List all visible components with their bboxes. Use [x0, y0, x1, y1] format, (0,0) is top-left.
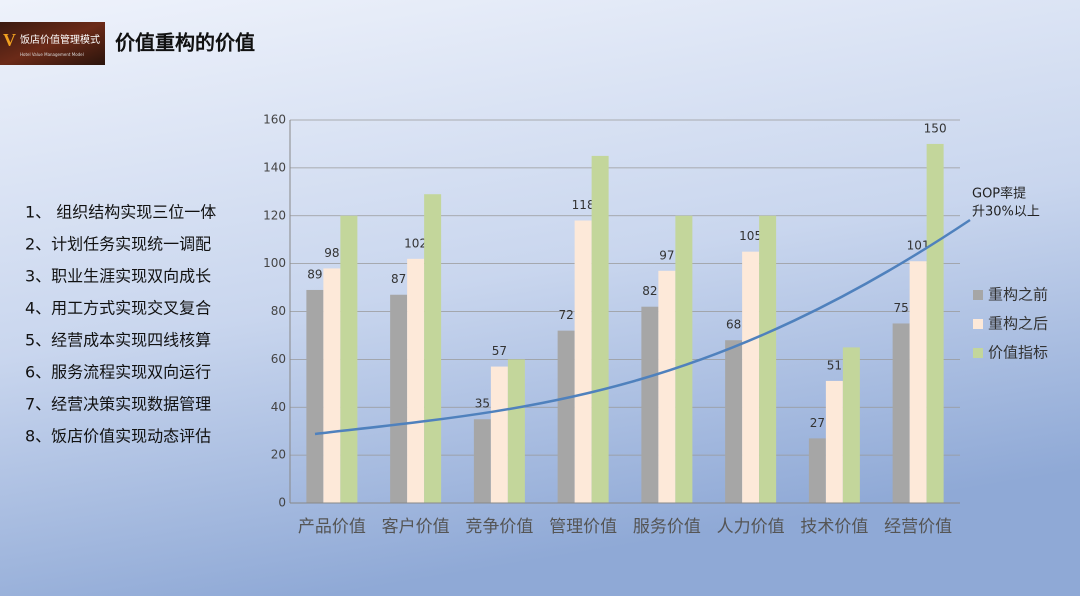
- value-label: 98: [324, 246, 339, 260]
- bar: [825, 380, 843, 503]
- value-label: 51: [827, 358, 842, 372]
- y-tick-label: 120: [263, 208, 286, 222]
- bar: [507, 359, 525, 503]
- bar: [842, 347, 860, 503]
- list-item: 1、 组织结构实现三位一体: [25, 203, 216, 222]
- list-item: 7、经营决策实现数据管理: [25, 395, 211, 414]
- value-label: 35: [475, 397, 490, 411]
- list: 1、 组织结构实现三位一体 2、计划任务实现统一调配 3、职业生涯实现双向成长 4、用…: [25, 203, 216, 446]
- bar: [340, 215, 358, 503]
- y-tick-label: 100: [263, 256, 286, 270]
- list-item: 8、饭店价值实现动态评估: [25, 427, 211, 446]
- x-tick-label: 技术价值: [800, 517, 868, 537]
- bar: [742, 251, 760, 503]
- value-label: 105: [739, 229, 762, 243]
- y-tick-label: 80: [271, 304, 286, 318]
- logo: [0, 22, 105, 65]
- value-label: 150: [924, 121, 947, 135]
- bar: [574, 220, 592, 503]
- x-tick-label: 经营价值: [884, 517, 952, 537]
- annotation: GOP率提: [972, 186, 1026, 202]
- x-tick-label: 产品价值: [298, 517, 366, 537]
- list-item: 4、用工方式实现交叉复合: [25, 299, 211, 318]
- bar: [725, 340, 743, 503]
- legend-label: 重构之前: [988, 286, 1048, 304]
- bar: [306, 289, 324, 503]
- y-tick-label: 40: [271, 400, 286, 414]
- value-label: 118: [572, 198, 595, 212]
- value-label: 75: [893, 301, 908, 315]
- value-label: 72: [558, 308, 573, 322]
- bar: [323, 268, 341, 503]
- trend-curve: [314, 218, 971, 436]
- list-item: 3、职业生涯实现双向成长: [25, 267, 211, 286]
- value-label: 87: [391, 272, 406, 286]
- value-label: 57: [492, 344, 507, 358]
- logo-subtitle: Hotel Value Management Model: [20, 52, 84, 57]
- x-tick-label: 客户价值: [382, 517, 450, 537]
- bar: [892, 323, 910, 503]
- y-tick-label: 20: [271, 448, 286, 462]
- y-tick-label: 140: [263, 160, 286, 174]
- bar: [591, 155, 609, 503]
- bar: [658, 270, 676, 503]
- value-label: 97: [659, 248, 674, 262]
- value-label: 27: [810, 416, 825, 430]
- legend-swatch: [973, 319, 983, 329]
- annotation: 升30%以上: [972, 205, 1040, 220]
- legend-swatch: [973, 348, 983, 358]
- value-label: 82: [642, 284, 657, 298]
- legend-swatch: [973, 290, 983, 300]
- list-item: 6、服务流程实现双向运行: [25, 363, 211, 382]
- bar: [808, 438, 826, 503]
- bar: [675, 215, 693, 503]
- legend-label: 价值指标: [988, 344, 1048, 362]
- logo-mark: V: [3, 30, 16, 50]
- x-tick-label: 管理价值: [549, 517, 617, 537]
- bar: [407, 258, 425, 503]
- value-label: 89: [307, 267, 322, 281]
- logo-title: 饭店价值管理模式: [20, 33, 100, 46]
- slide-title: 价值重构的价值: [115, 31, 255, 55]
- legend-label: 重构之后: [988, 315, 1048, 333]
- y-tick-label: 60: [271, 352, 286, 366]
- value-label: 102: [404, 236, 427, 250]
- x-tick-label: 人力价值: [717, 517, 785, 537]
- bar: [490, 366, 508, 503]
- bar: [473, 419, 491, 503]
- bar: [909, 261, 927, 503]
- bar: [424, 194, 442, 504]
- bar: [926, 143, 944, 503]
- x-tick-label: 服务价值: [633, 517, 701, 537]
- list-item: 2、计划任务实现统一调配: [25, 235, 211, 254]
- y-tick-label: 160: [263, 113, 286, 127]
- bar: [557, 330, 575, 503]
- value-label: 68: [726, 318, 741, 332]
- y-tick-label: 0: [278, 496, 286, 510]
- value-label: 101: [907, 239, 930, 253]
- x-tick-label: 竞争价值: [465, 517, 533, 537]
- list-item: 5、经营成本实现四线核算: [25, 331, 211, 350]
- bar: [641, 306, 659, 503]
- bar: [390, 294, 408, 503]
- bar: [759, 215, 777, 503]
